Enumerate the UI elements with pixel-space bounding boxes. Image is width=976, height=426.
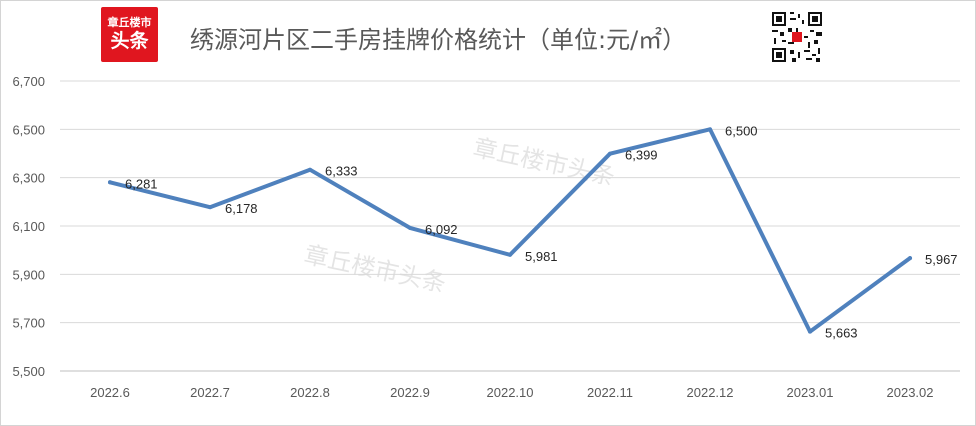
logo-line2: 头条 — [110, 30, 149, 52]
y-tick-label: 6,300 — [12, 171, 45, 186]
x-tick-label: 2022.6 — [90, 385, 130, 400]
data-label: 6,399 — [625, 148, 658, 163]
y-tick-label: 6,700 — [12, 74, 45, 89]
chart-title: 绣源河片区二手房挂牌价格统计（单位:元/㎡） — [190, 26, 687, 54]
x-tick-label: 2022.9 — [390, 385, 430, 400]
data-point — [908, 256, 912, 261]
data-label: 5,981 — [525, 249, 558, 264]
x-tick-label: 2022.10 — [487, 385, 534, 400]
data-labels: 6,281 6,178 6,333 6,092 5,981 6,399 6,500 5,663… — [125, 123, 958, 340]
data-label: 6,092 — [425, 222, 458, 237]
toutiao-logo-icon: 章丘楼市 头条 — [101, 7, 158, 62]
x-axis-ticks: 2022.6 2022.7 2022.8 2022.9 2022.10 2022.11 20… — [90, 385, 933, 400]
x-tick-label: 2022.8 — [290, 385, 330, 400]
data-point — [208, 205, 212, 210]
qr-code-icon — [770, 10, 824, 64]
data-point — [708, 127, 712, 132]
data-label: 5,967 — [925, 252, 958, 267]
data-label: 6,500 — [725, 123, 758, 138]
data-label: 6,281 — [125, 176, 158, 191]
y-tick-label: 5,900 — [12, 267, 45, 282]
watermark-layer: 章丘楼市头条 章丘楼市头条 — [302, 133, 618, 297]
data-point — [308, 167, 312, 172]
data-point — [508, 252, 512, 257]
watermark-text: 章丘楼市头条 — [302, 240, 449, 297]
y-tick-label: 6,500 — [12, 122, 45, 137]
logo-line1: 章丘楼市 — [107, 16, 152, 29]
data-label: 6,178 — [225, 201, 258, 216]
data-point — [408, 225, 412, 230]
y-tick-label: 5,500 — [12, 364, 45, 379]
x-tick-label: 2022.12 — [687, 385, 734, 400]
y-tick-label: 6,100 — [12, 219, 45, 234]
series — [108, 127, 912, 334]
watermark-text: 章丘楼市头条 — [471, 133, 618, 190]
gridlines — [60, 80, 960, 372]
data-label: 6,333 — [325, 164, 358, 179]
x-tick-label: 2022.7 — [190, 385, 230, 400]
x-tick-label: 2023.01 — [787, 385, 834, 400]
data-point — [108, 180, 112, 185]
x-tick-label: 2023.02 — [887, 385, 934, 400]
x-tick-label: 2022.11 — [587, 385, 633, 400]
data-point — [808, 329, 812, 334]
y-tick-label: 5,700 — [12, 316, 45, 331]
data-label: 5,663 — [825, 326, 858, 341]
y-axis-ticks: 5,500 5,700 5,900 6,100 6,300 6,500 6,700 — [12, 74, 45, 379]
data-point — [608, 151, 612, 156]
